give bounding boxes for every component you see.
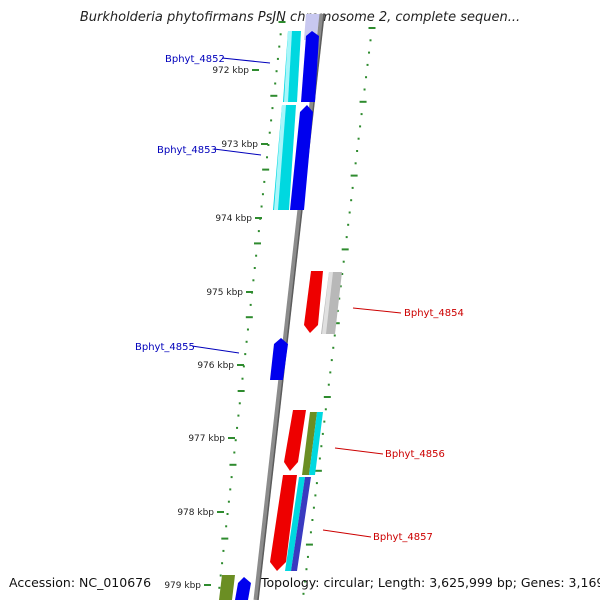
gene-label-bphyt_4853[interactable]: Bphyt_4853 [157,145,217,156]
gene-feature-4853[interactable] [273,105,313,210]
scale-label-group: 972 kbp 973 kbp 974 kbp 975 kbp 976 kbp 977 k… [164,66,268,591]
gene-4856-cyan-block[interactable] [309,412,323,475]
gene-leader-line [191,345,240,354]
gene-leader-line [352,307,402,314]
scale-label: 975 kbp [206,288,243,298]
gene-4855-blue-arrow[interactable] [270,338,288,380]
gene-4852-blue-arrow[interactable] [301,31,319,102]
gene-bottom-olive-block[interactable] [219,575,235,600]
scale-label: 977 kbp [188,434,225,444]
gene-label-bphyt_4856[interactable]: Bphyt_4856 [385,449,445,460]
inner-tick-track [218,21,286,589]
gene-feature-bottom[interactable] [219,575,251,600]
gene-leader-line [213,148,262,156]
gene-feature-4856[interactable] [284,410,323,475]
scale-label: 978 kbp [177,508,214,518]
gene-4856-red-arrow[interactable] [284,410,306,471]
gene-4857-blue-block[interactable] [291,477,311,571]
gene-feature-4852[interactable] [283,31,319,102]
gene-bottom-blue-arrow[interactable] [235,577,251,600]
gene-leader-line [221,57,271,64]
map-title: Burkholderia phytofirmans PsJN chromosom… [79,10,521,25]
gene-4853-blue-arrow[interactable] [290,105,313,210]
gene-label-bphyt_4854[interactable]: Bphyt_4854 [404,308,464,319]
gene-4854-gray-stripe [322,272,333,334]
scale-label: 973 kbp [221,140,258,150]
scale-label: 979 kbp [164,581,201,591]
outer-tick-track [302,27,376,595]
gene-label-bphyt_4857[interactable]: Bphyt_4857 [373,532,433,543]
gene-feature-4857[interactable] [270,475,311,571]
gene-4857-red-arrow[interactable] [270,475,297,571]
gene-4857-cyan-block[interactable] [285,477,305,571]
gene-feature-4854[interactable] [304,271,342,334]
gene-4852-cyan-stripe [284,31,292,102]
gene-4854-red-arrow[interactable] [304,271,323,333]
gene-leader-line [334,447,384,455]
gene-feature-4855[interactable] [270,338,288,380]
accession-label: Accession: NC_010676 [9,575,152,590]
scale-label: 974 kbp [215,214,252,224]
gene-label-bphyt_4852[interactable]: Bphyt_4852 [165,54,225,65]
gene-label-group: Bphyt_4852 Bphyt_4853 Bphyt_4854 Bphyt_4855… [135,54,464,543]
gene-leader-line [322,529,372,538]
backbone-highlight [304,14,320,40]
scale-label: 976 kbp [197,361,234,371]
gene-4853-cyan-stripe [274,105,286,210]
scale-label: 972 kbp [212,66,249,76]
gene-label-bphyt_4855[interactable]: Bphyt_4855 [135,342,195,353]
topology-info: Topology: circular; Length: 3,625,999 bp… [261,575,600,590]
gene-4856-olive-block[interactable] [302,412,317,475]
